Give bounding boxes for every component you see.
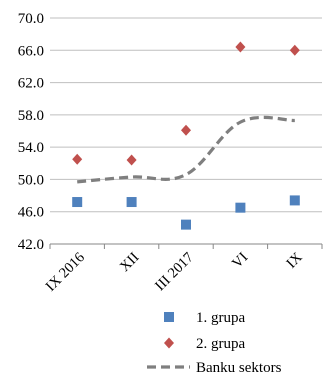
data-point xyxy=(289,44,300,56)
series-banku-sektors xyxy=(77,115,295,184)
plot-area xyxy=(72,41,300,230)
x-axis-tick-labels: IX 2016 XII III 2017 VI IX xyxy=(43,249,306,295)
y-tick-label: 62.0 xyxy=(18,76,44,92)
legend-label: 2. grupa xyxy=(196,336,245,352)
series-line xyxy=(77,115,295,184)
y-tick-label: 70.0 xyxy=(18,11,44,27)
y-axis-tick-labels: 42.0 46.0 50.0 54.0 58.0 62.0 66.0 70.0 xyxy=(18,11,44,253)
legend-item: Banku sektors xyxy=(147,360,282,376)
y-tick-label: 54.0 xyxy=(18,140,44,156)
data-point xyxy=(235,41,246,53)
data-point xyxy=(235,202,246,213)
y-tick-label: 66.0 xyxy=(18,43,44,59)
legend-item: 2. grupa xyxy=(164,336,245,352)
y-tick-label: 46.0 xyxy=(18,205,44,221)
legend-swatch xyxy=(164,312,174,322)
y-tick-label: 42.0 xyxy=(18,237,44,253)
x-tick-label: VI xyxy=(229,249,251,271)
data-point xyxy=(72,197,83,208)
y-tick-label: 50.0 xyxy=(18,172,44,188)
legend-swatch xyxy=(164,337,174,349)
x-tick-label: XII xyxy=(117,249,143,275)
legend-label: Banku sektors xyxy=(196,360,282,376)
data-point xyxy=(126,197,137,208)
legend: 1. grupa 2. grupa Banku sektors xyxy=(147,310,282,376)
legend-item: 1. grupa xyxy=(164,310,245,326)
legend-label: 1. grupa xyxy=(196,310,245,326)
data-point xyxy=(289,195,300,206)
y-tick-label: 58.0 xyxy=(18,108,44,124)
x-tick-label: IX xyxy=(283,249,306,272)
series-2-grupa xyxy=(72,41,300,166)
data-point xyxy=(181,219,191,230)
series-1-grupa xyxy=(72,195,300,230)
x-tick-label: IX 2016 xyxy=(43,250,88,295)
x-axis xyxy=(49,243,323,249)
data-point xyxy=(126,154,137,166)
x-tick-label: III 2017 xyxy=(152,250,197,295)
data-point xyxy=(181,124,191,136)
data-point xyxy=(72,153,83,165)
